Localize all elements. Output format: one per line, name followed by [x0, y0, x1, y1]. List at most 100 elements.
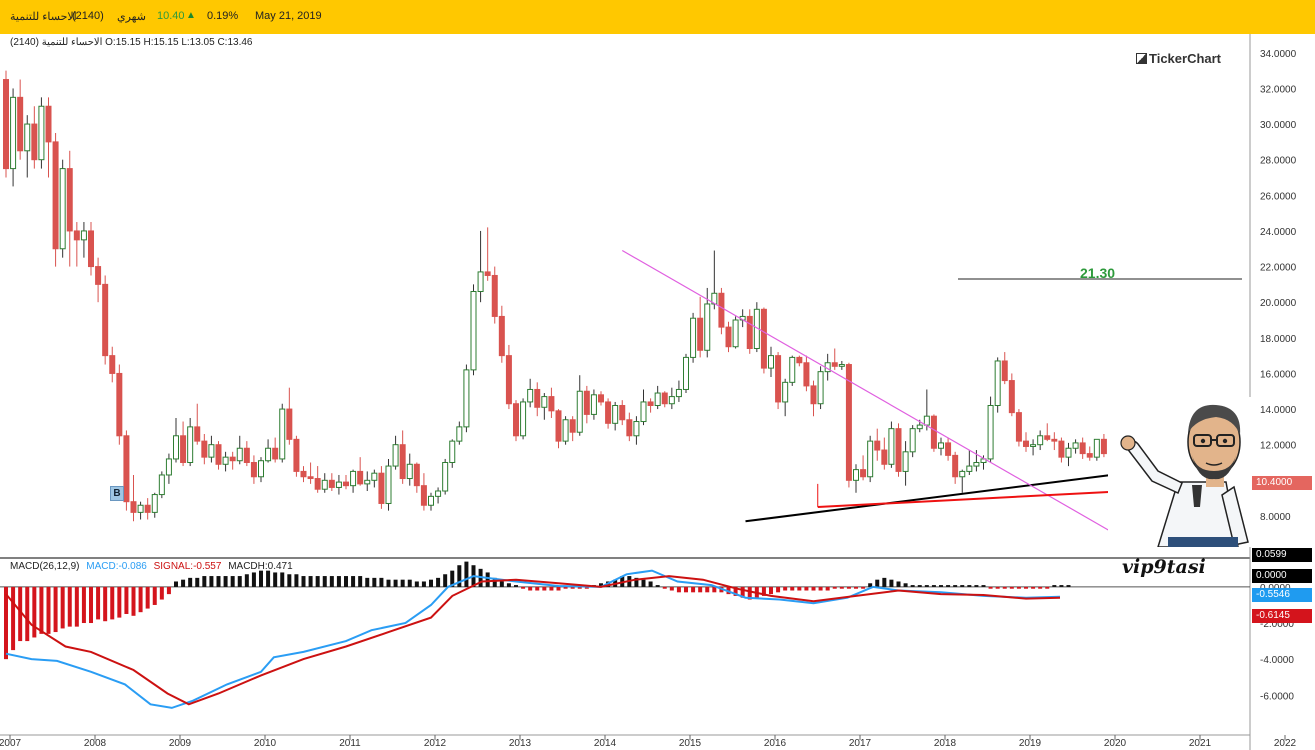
candle[interactable]: [683, 356, 689, 390]
candle[interactable]: [102, 283, 109, 357]
candle[interactable]: [38, 105, 45, 161]
period-label[interactable]: شهري: [117, 11, 146, 23]
candle[interactable]: [307, 476, 314, 480]
buy-signal-marker[interactable]: B: [110, 486, 124, 501]
candle[interactable]: [343, 481, 349, 487]
candle[interactable]: [229, 456, 236, 462]
candle[interactable]: [1030, 444, 1037, 447]
candle[interactable]: [541, 396, 548, 408]
candle[interactable]: [463, 369, 470, 428]
candle[interactable]: [130, 501, 137, 513]
candle[interactable]: [569, 419, 576, 433]
candle[interactable]: [952, 454, 959, 478]
candle[interactable]: [612, 405, 619, 424]
candle[interactable]: [888, 428, 895, 465]
candle[interactable]: [208, 444, 215, 458]
candle[interactable]: [520, 401, 527, 437]
candle[interactable]: [428, 495, 434, 506]
candle[interactable]: [123, 435, 130, 503]
candle[interactable]: [867, 440, 874, 478]
candle[interactable]: [994, 360, 1001, 406]
candle[interactable]: [746, 315, 753, 349]
candle[interactable]: [364, 479, 371, 485]
candle[interactable]: [768, 355, 774, 369]
candle[interactable]: [66, 168, 73, 232]
candle[interactable]: [194, 426, 201, 442]
candle[interactable]: [435, 490, 442, 497]
candle[interactable]: [413, 463, 420, 487]
candle[interactable]: [810, 385, 817, 405]
candle[interactable]: [690, 317, 697, 358]
candle[interactable]: [243, 447, 250, 463]
candle[interactable]: [505, 355, 512, 405]
symbol-name[interactable]: الاحساء للتنمية: [10, 11, 77, 23]
candle[interactable]: [796, 356, 803, 364]
signal-line[interactable]: [5, 575, 1061, 706]
candle[interactable]: [88, 230, 94, 268]
candle[interactable]: [838, 364, 845, 367]
candle[interactable]: [442, 462, 449, 492]
candle[interactable]: [52, 141, 59, 250]
candle[interactable]: [1001, 360, 1008, 382]
candle[interactable]: [782, 381, 789, 403]
candle[interactable]: [959, 470, 966, 478]
candle[interactable]: [491, 274, 498, 317]
candle[interactable]: [456, 426, 463, 442]
candle[interactable]: [279, 408, 286, 460]
candle[interactable]: [605, 401, 612, 424]
candle[interactable]: [647, 401, 654, 406]
macd-line[interactable]: [5, 569, 1061, 709]
support-trendline[interactable]: [745, 473, 1112, 523]
candle[interactable]: [675, 388, 682, 398]
candle[interactable]: [895, 428, 902, 472]
candle[interactable]: [803, 362, 810, 387]
candle[interactable]: [697, 317, 704, 351]
candle[interactable]: [1100, 438, 1107, 455]
candle[interactable]: [1037, 435, 1044, 446]
candle[interactable]: [321, 479, 328, 490]
candle[interactable]: [45, 105, 52, 143]
candle[interactable]: [335, 481, 342, 488]
candle[interactable]: [598, 394, 604, 403]
candle[interactable]: [527, 388, 534, 403]
candle[interactable]: [385, 465, 392, 504]
candle[interactable]: [817, 371, 824, 405]
candle[interactable]: [484, 271, 491, 276]
candle[interactable]: [930, 415, 937, 449]
candle[interactable]: [350, 470, 357, 487]
candle[interactable]: [1086, 453, 1093, 458]
red-support-line[interactable]: [817, 490, 1112, 509]
candle[interactable]: [116, 372, 123, 437]
candle[interactable]: [1015, 412, 1022, 442]
candle[interactable]: [420, 485, 427, 506]
candle[interactable]: [477, 271, 484, 292]
candle[interactable]: [562, 419, 569, 442]
downtrend-line[interactable]: [621, 250, 1137, 547]
candle[interactable]: [293, 438, 300, 472]
candle[interactable]: [180, 435, 187, 463]
candle[interactable]: [633, 421, 640, 437]
candle[interactable]: [357, 470, 364, 485]
candle[interactable]: [987, 405, 994, 460]
candle[interactable]: [704, 303, 711, 351]
candle[interactable]: [236, 447, 243, 462]
candle[interactable]: [399, 444, 406, 480]
candle[interactable]: [1072, 442, 1079, 449]
candle[interactable]: [966, 465, 973, 472]
candle[interactable]: [789, 356, 796, 383]
candle[interactable]: [378, 472, 385, 504]
candle[interactable]: [853, 469, 859, 481]
candle[interactable]: [668, 396, 675, 405]
candle[interactable]: [109, 355, 116, 374]
candle[interactable]: [31, 123, 38, 161]
candle[interactable]: [498, 315, 505, 357]
candle[interactable]: [640, 401, 647, 423]
candle[interactable]: [555, 410, 562, 442]
candle[interactable]: [165, 458, 172, 476]
candle[interactable]: [909, 428, 916, 453]
candle[interactable]: [1058, 440, 1065, 458]
candle[interactable]: [1093, 438, 1100, 458]
candle[interactable]: [775, 355, 782, 403]
candle[interactable]: [576, 390, 583, 433]
